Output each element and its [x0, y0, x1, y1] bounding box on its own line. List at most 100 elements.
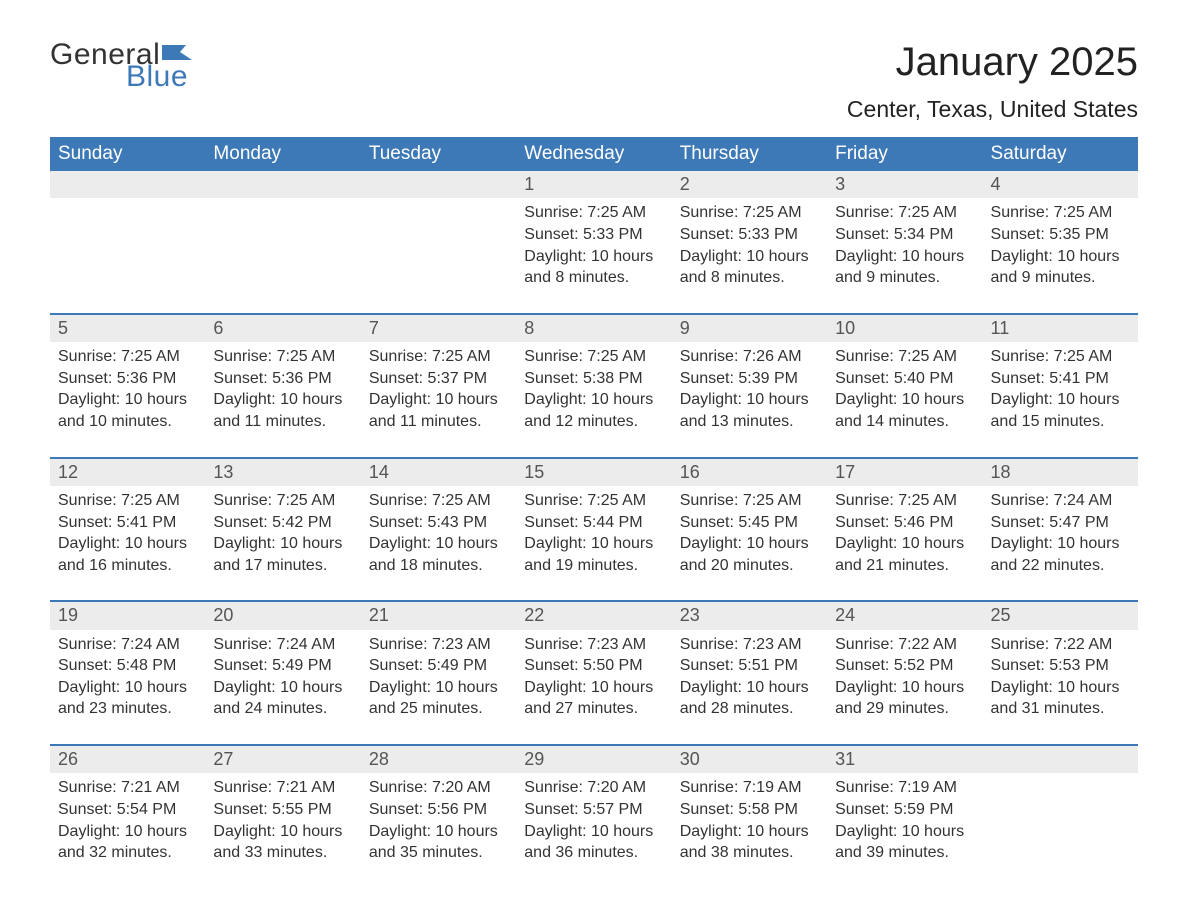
- sunset-line: Sunset: 5:47 PM: [991, 512, 1130, 534]
- sunset-line: Sunset: 5:57 PM: [524, 799, 663, 821]
- sunrise-line: Sunrise: 7:25 AM: [369, 490, 508, 512]
- calendar-week-row: 26Sunrise: 7:21 AMSunset: 5:54 PMDayligh…: [50, 745, 1138, 888]
- day-body: Sunrise: 7:24 AMSunset: 5:49 PMDaylight:…: [205, 630, 360, 744]
- day-body: Sunrise: 7:25 AMSunset: 5:36 PMDaylight:…: [50, 342, 205, 456]
- calendar-day-cell: 11Sunrise: 7:25 AMSunset: 5:41 PMDayligh…: [983, 314, 1138, 458]
- sunrise-line: Sunrise: 7:23 AM: [369, 634, 508, 656]
- sunset-line: Sunset: 5:44 PM: [524, 512, 663, 534]
- daylight-line: Daylight: 10 hours and 8 minutes.: [680, 246, 819, 289]
- day-body: Sunrise: 7:25 AMSunset: 5:38 PMDaylight:…: [516, 342, 671, 456]
- calendar-week-row: 1Sunrise: 7:25 AMSunset: 5:33 PMDaylight…: [50, 171, 1138, 314]
- day-body: Sunrise: 7:25 AMSunset: 5:35 PMDaylight:…: [983, 198, 1138, 312]
- weekday-header: Sunday: [50, 137, 205, 171]
- daylight-line: Daylight: 10 hours and 32 minutes.: [58, 821, 197, 864]
- sunset-line: Sunset: 5:49 PM: [213, 655, 352, 677]
- day-number: 4: [983, 171, 1138, 198]
- sunset-line: Sunset: 5:41 PM: [58, 512, 197, 534]
- daylight-line: Daylight: 10 hours and 33 minutes.: [213, 821, 352, 864]
- sunrise-line: Sunrise: 7:23 AM: [680, 634, 819, 656]
- daylight-line: Daylight: 10 hours and 17 minutes.: [213, 533, 352, 576]
- sunset-line: Sunset: 5:49 PM: [369, 655, 508, 677]
- day-body: [983, 773, 1138, 863]
- day-body: Sunrise: 7:20 AMSunset: 5:56 PMDaylight:…: [361, 773, 516, 887]
- calendar-empty-cell: [50, 171, 205, 314]
- sunrise-line: Sunrise: 7:25 AM: [58, 490, 197, 512]
- daylight-line: Daylight: 10 hours and 12 minutes.: [524, 389, 663, 432]
- daylight-line: Daylight: 10 hours and 22 minutes.: [991, 533, 1130, 576]
- day-number: 17: [827, 459, 982, 486]
- sunset-line: Sunset: 5:33 PM: [680, 224, 819, 246]
- calendar-day-cell: 16Sunrise: 7:25 AMSunset: 5:45 PMDayligh…: [672, 458, 827, 602]
- sunset-line: Sunset: 5:58 PM: [680, 799, 819, 821]
- daylight-line: Daylight: 10 hours and 16 minutes.: [58, 533, 197, 576]
- daylight-line: Daylight: 10 hours and 9 minutes.: [991, 246, 1130, 289]
- day-number: 30: [672, 746, 827, 773]
- calendar-day-cell: 27Sunrise: 7:21 AMSunset: 5:55 PMDayligh…: [205, 745, 360, 888]
- sunset-line: Sunset: 5:51 PM: [680, 655, 819, 677]
- day-body: Sunrise: 7:25 AMSunset: 5:40 PMDaylight:…: [827, 342, 982, 456]
- sunset-line: Sunset: 5:36 PM: [58, 368, 197, 390]
- daylight-line: Daylight: 10 hours and 38 minutes.: [680, 821, 819, 864]
- daylight-line: Daylight: 10 hours and 9 minutes.: [835, 246, 974, 289]
- day-number: 9: [672, 315, 827, 342]
- sunset-line: Sunset: 5:56 PM: [369, 799, 508, 821]
- weekday-header: Monday: [205, 137, 360, 171]
- calendar-day-cell: 10Sunrise: 7:25 AMSunset: 5:40 PMDayligh…: [827, 314, 982, 458]
- day-body: Sunrise: 7:25 AMSunset: 5:36 PMDaylight:…: [205, 342, 360, 456]
- day-number: 13: [205, 459, 360, 486]
- calendar-day-cell: 13Sunrise: 7:25 AMSunset: 5:42 PMDayligh…: [205, 458, 360, 602]
- day-body: [361, 198, 516, 288]
- day-number: 21: [361, 602, 516, 629]
- sunrise-line: Sunrise: 7:20 AM: [369, 777, 508, 799]
- daylight-line: Daylight: 10 hours and 14 minutes.: [835, 389, 974, 432]
- calendar-day-cell: 20Sunrise: 7:24 AMSunset: 5:49 PMDayligh…: [205, 601, 360, 745]
- calendar-empty-cell: [983, 745, 1138, 888]
- calendar-week-row: 5Sunrise: 7:25 AMSunset: 5:36 PMDaylight…: [50, 314, 1138, 458]
- day-number: 22: [516, 602, 671, 629]
- calendar-day-cell: 19Sunrise: 7:24 AMSunset: 5:48 PMDayligh…: [50, 601, 205, 745]
- daylight-line: Daylight: 10 hours and 11 minutes.: [213, 389, 352, 432]
- day-number: 28: [361, 746, 516, 773]
- day-number: 2: [672, 171, 827, 198]
- sunrise-line: Sunrise: 7:25 AM: [524, 202, 663, 224]
- calendar-day-cell: 24Sunrise: 7:22 AMSunset: 5:52 PMDayligh…: [827, 601, 982, 745]
- calendar-day-cell: 15Sunrise: 7:25 AMSunset: 5:44 PMDayligh…: [516, 458, 671, 602]
- calendar-day-cell: 29Sunrise: 7:20 AMSunset: 5:57 PMDayligh…: [516, 745, 671, 888]
- sunrise-line: Sunrise: 7:25 AM: [524, 346, 663, 368]
- day-body: Sunrise: 7:22 AMSunset: 5:52 PMDaylight:…: [827, 630, 982, 744]
- day-number: 10: [827, 315, 982, 342]
- sunrise-line: Sunrise: 7:25 AM: [369, 346, 508, 368]
- daylight-line: Daylight: 10 hours and 27 minutes.: [524, 677, 663, 720]
- logo-text-blue: Blue: [126, 62, 192, 92]
- daylight-line: Daylight: 10 hours and 8 minutes.: [524, 246, 663, 289]
- calendar-page: General Blue January 2025 Center, Texas,…: [0, 0, 1188, 918]
- logo: General Blue: [50, 40, 192, 92]
- sunrise-line: Sunrise: 7:25 AM: [58, 346, 197, 368]
- sunrise-line: Sunrise: 7:23 AM: [524, 634, 663, 656]
- sunrise-line: Sunrise: 7:25 AM: [680, 202, 819, 224]
- sunrise-line: Sunrise: 7:25 AM: [835, 202, 974, 224]
- day-body: Sunrise: 7:23 AMSunset: 5:49 PMDaylight:…: [361, 630, 516, 744]
- sunset-line: Sunset: 5:45 PM: [680, 512, 819, 534]
- calendar-week-row: 19Sunrise: 7:24 AMSunset: 5:48 PMDayligh…: [50, 601, 1138, 745]
- day-body: Sunrise: 7:25 AMSunset: 5:41 PMDaylight:…: [50, 486, 205, 600]
- sunrise-line: Sunrise: 7:24 AM: [58, 634, 197, 656]
- day-number: 29: [516, 746, 671, 773]
- sunrise-line: Sunrise: 7:25 AM: [680, 490, 819, 512]
- day-body: Sunrise: 7:25 AMSunset: 5:33 PMDaylight:…: [672, 198, 827, 312]
- weekday-header: Tuesday: [361, 137, 516, 171]
- daylight-line: Daylight: 10 hours and 25 minutes.: [369, 677, 508, 720]
- sunset-line: Sunset: 5:53 PM: [991, 655, 1130, 677]
- daylight-line: Daylight: 10 hours and 20 minutes.: [680, 533, 819, 576]
- calendar-day-cell: 12Sunrise: 7:25 AMSunset: 5:41 PMDayligh…: [50, 458, 205, 602]
- sunset-line: Sunset: 5:38 PM: [524, 368, 663, 390]
- calendar-empty-cell: [205, 171, 360, 314]
- calendar-week-row: 12Sunrise: 7:25 AMSunset: 5:41 PMDayligh…: [50, 458, 1138, 602]
- sunset-line: Sunset: 5:48 PM: [58, 655, 197, 677]
- sunset-line: Sunset: 5:54 PM: [58, 799, 197, 821]
- sunset-line: Sunset: 5:42 PM: [213, 512, 352, 534]
- calendar-header-row: SundayMondayTuesdayWednesdayThursdayFrid…: [50, 137, 1138, 171]
- calendar-day-cell: 8Sunrise: 7:25 AMSunset: 5:38 PMDaylight…: [516, 314, 671, 458]
- sunset-line: Sunset: 5:52 PM: [835, 655, 974, 677]
- sunset-line: Sunset: 5:43 PM: [369, 512, 508, 534]
